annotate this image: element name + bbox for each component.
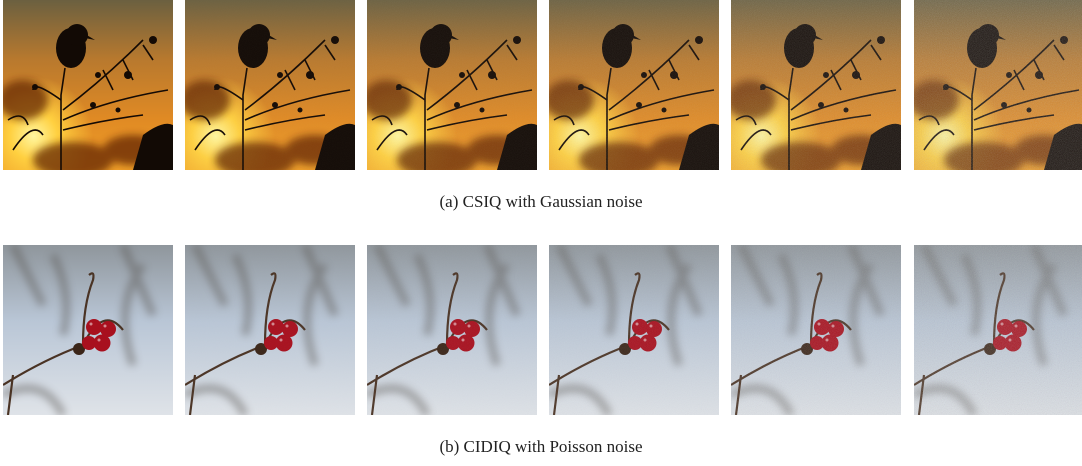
noisy-image xyxy=(367,0,537,170)
noisy-image xyxy=(914,0,1082,170)
noisy-image xyxy=(731,245,901,415)
noisy-image xyxy=(185,245,355,415)
noise-row-b xyxy=(3,245,1082,415)
noisy-image xyxy=(185,0,355,170)
noisy-image xyxy=(914,245,1082,415)
noisy-image xyxy=(367,245,537,415)
noisy-image xyxy=(549,0,719,170)
noisy-image xyxy=(3,245,173,415)
caption: (b) CIDIQ with Poisson noise xyxy=(439,437,642,456)
caption: (a) CSIQ with Gaussian noise xyxy=(439,192,642,211)
noisy-image xyxy=(731,0,901,170)
noisy-image xyxy=(549,245,719,415)
noisy-image xyxy=(0,0,173,178)
noise-row-a xyxy=(0,0,1082,178)
